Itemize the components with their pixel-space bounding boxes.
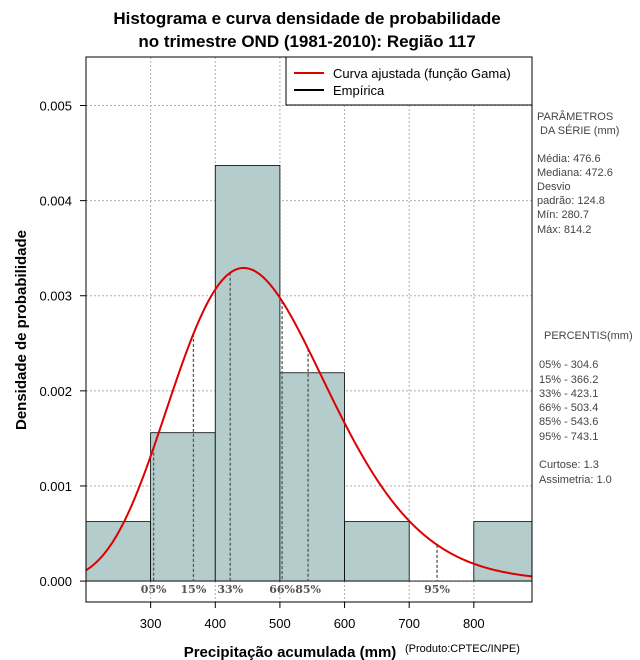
x-tick-label: 300	[140, 616, 162, 631]
y-tick-label: 0.000	[39, 574, 72, 589]
y-tick-label: 0.003	[39, 289, 72, 304]
histogram-bar	[85, 521, 152, 582]
product-credit: (Produto:CPTEC/INPE)	[405, 643, 520, 655]
percentile-label: 66%	[269, 583, 295, 596]
params-title-2: DA SÉRIE (mm)	[540, 124, 619, 137]
chart-title-line-1: Histograma e curva densidade de probabil…	[113, 9, 500, 28]
y-tick-label: 0.005	[39, 99, 72, 114]
percentile-label: 95%	[424, 583, 450, 596]
side-panel: PARÂMETROS DA SÉRIE (mm) Média: 476.6 Me…	[537, 110, 633, 486]
legend-empirical-label: Empírica	[333, 83, 385, 98]
chart-title-line-2: no trimestre OND (1981-2010): Região 117	[138, 32, 475, 51]
param-desvio: Desvio	[537, 181, 571, 193]
percentile-label: 15%	[181, 583, 207, 596]
legend-gamma-label: Curva ajustada (função Gama)	[333, 66, 511, 81]
curtose: Curtose: 1.3	[539, 459, 599, 471]
param-mediana: Mediana: 472.6	[537, 167, 613, 179]
param-max: Máx: 814.2	[537, 224, 591, 236]
histogram-bar	[214, 165, 281, 582]
histogram-bar	[344, 521, 410, 582]
x-tick-label: 700	[398, 616, 420, 631]
percentil-85: 85% - 543.6	[539, 416, 598, 428]
x-tick-label: 500	[269, 616, 291, 631]
percentil-33: 33% - 423.1	[539, 388, 598, 400]
param-padrao: padrão: 124.8	[537, 195, 605, 207]
y-tick-label: 0.001	[39, 479, 72, 494]
y-axis-label: Densidade de probabilidade	[13, 230, 30, 430]
param-min: Mín: 280.7	[537, 209, 589, 221]
legend-box	[285, 56, 533, 106]
percentil-66: 66% - 503.4	[539, 402, 598, 414]
x-tick-label: 600	[334, 616, 356, 631]
params-title-1: PARÂMETROS	[537, 110, 613, 123]
percentile-lines	[152, 272, 438, 582]
histogram-bar	[150, 432, 216, 582]
x-tick-label: 800	[463, 616, 485, 631]
legend: Curva ajustada (função Gama) Empírica	[285, 56, 533, 106]
x-axis-ticks: 300 400 500 600 700 800	[140, 602, 485, 631]
percentile-label: 33%	[217, 583, 243, 596]
percentile-labels: 05% 15% 33% 66% 85% 95%	[141, 583, 451, 596]
x-axis-label: Precipitação acumulada (mm)	[184, 644, 397, 660]
x-tick-label: 400	[204, 616, 226, 631]
y-tick-label: 0.002	[39, 384, 72, 399]
histogram-bars	[85, 165, 533, 582]
param-media: Média: 476.6	[537, 153, 601, 165]
assimetria: Assimetria: 1.0	[539, 474, 612, 486]
percentile-label: 05%	[141, 583, 167, 596]
percentil-15: 15% - 366.2	[539, 374, 598, 386]
fitted-gamma-curve	[85, 266, 533, 578]
percentile-label: 85%	[295, 583, 321, 596]
percentis-title: PERCENTIS(mm)	[544, 330, 633, 342]
y-tick-label: 0.004	[39, 194, 72, 209]
percentil-05: 05% - 304.6	[539, 359, 598, 371]
percentil-95: 95% - 743.1	[539, 431, 598, 443]
y-axis-ticks: 0.000 0.001 0.002 0.003 0.004 0.005	[39, 99, 86, 589]
histogram-bar	[279, 372, 345, 582]
